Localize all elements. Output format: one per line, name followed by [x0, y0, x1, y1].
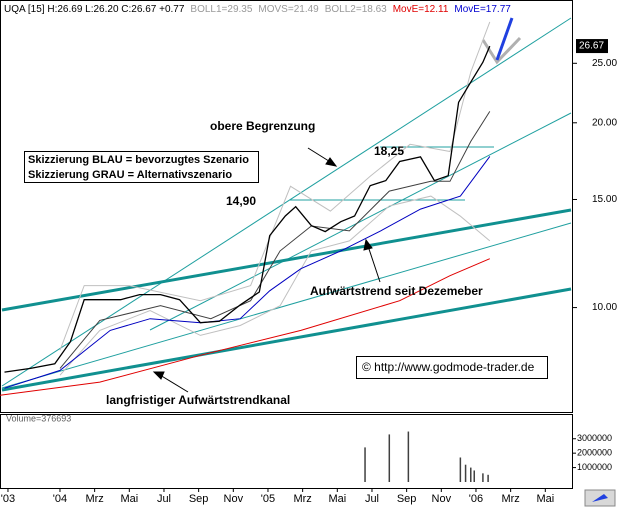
- x-tick-label: Jul: [157, 493, 171, 505]
- x-tick-label: '03: [1, 493, 15, 505]
- x-tick-label: Nov: [224, 493, 244, 505]
- annotation: Skizzierung BLAU = bevorzugtes Szenario: [28, 154, 249, 166]
- series-line: [0, 258, 490, 396]
- x-tick-label: Nov: [432, 493, 452, 505]
- x-tick-label: Mrz: [293, 493, 311, 505]
- header-item: BOLL1=29.35: [190, 4, 252, 15]
- header-item: MovE=12.11: [393, 4, 449, 15]
- arrow: [159, 374, 189, 393]
- y-tick-label: 1000000: [577, 462, 612, 472]
- last-price-box: [576, 39, 608, 54]
- volume-panel: [0, 414, 573, 489]
- y-tick-label: 3000000: [577, 433, 612, 443]
- arrows: [152, 147, 381, 393]
- scenario-gray: [481, 36, 522, 65]
- annotation: obere Begrenzung: [210, 119, 315, 133]
- x-tick-label: Sep: [189, 493, 209, 505]
- volume-bar: [487, 474, 489, 482]
- trend-line: [149, 112, 572, 331]
- legend-box: [24, 151, 259, 183]
- x-tick-label: '06: [469, 493, 483, 505]
- arrow-head: [325, 157, 338, 167]
- annotation: Aufwärtstrend seit Dezemeber: [310, 284, 483, 298]
- y-tick-label: 10.00: [592, 302, 617, 313]
- annotation: 18,25: [374, 144, 404, 158]
- volume-bar: [464, 464, 467, 482]
- trend-lines: [1, 17, 572, 392]
- header-item: BOLL2=18.63: [325, 4, 387, 15]
- trend-line: [1, 208, 572, 312]
- header-item: MOVS=21.49: [258, 4, 319, 15]
- price-panel: [0, 0, 573, 413]
- header-item: MovE=17.77: [454, 4, 511, 15]
- header: UQA [15] H:26.69 L:26.20 C:26.67 +0.77 BO…: [4, 4, 511, 15]
- arrow-head: [363, 238, 373, 251]
- x-tick-label: Mai: [536, 493, 554, 505]
- x-tick-label: Jul: [365, 493, 379, 505]
- copyright-box: [356, 356, 548, 379]
- annotation: 14,90: [226, 194, 256, 208]
- tool-icon: [592, 494, 608, 502]
- x-tick-label: Mrz: [501, 493, 519, 505]
- volume-label: Volume=376693: [6, 413, 71, 423]
- scenario-blue: [495, 17, 514, 61]
- x-tick-label: '05: [261, 493, 275, 505]
- y-tick-label: 15.00: [592, 194, 617, 205]
- series-line: [59, 195, 491, 376]
- arrow-head: [152, 371, 165, 380]
- last-price-label: 26.67: [579, 41, 604, 52]
- arrow: [367, 245, 381, 283]
- trend-line: [1, 287, 572, 392]
- x-tick-label: Mrz: [85, 493, 103, 505]
- x-tick-label: '04: [53, 493, 67, 505]
- volume-bar: [407, 431, 410, 482]
- volume-bar: [482, 473, 484, 482]
- series-line: [4, 156, 491, 389]
- volume-bar: [364, 447, 366, 482]
- volume-bar: [473, 470, 475, 482]
- volume-bar: [459, 457, 462, 482]
- y-tick-label: 20.00: [592, 117, 617, 128]
- series-line: [4, 45, 491, 373]
- y-tick-label: 2000000: [577, 448, 612, 458]
- x-tick-label: Mai: [328, 493, 346, 505]
- copyright[interactable]: © http://www.godmode-trader.de: [362, 360, 535, 374]
- trend-line: [1, 222, 572, 389]
- annotation: langfristiger Aufwärtstrendkanal: [106, 393, 290, 407]
- series-layer: [0, 21, 491, 482]
- x-tick-label: Sep: [397, 493, 417, 505]
- x-tick-label: Mai: [120, 493, 138, 505]
- volume-bar: [388, 434, 391, 482]
- y-tick-label: 25.00: [592, 58, 617, 69]
- volume-bar: [470, 467, 472, 482]
- header-item: UQA [15] H:26.69 L:26.20 C:26.67 +0.77: [4, 4, 185, 15]
- annotation: Skizzierung GRAU = Alternativszenario: [28, 169, 232, 181]
